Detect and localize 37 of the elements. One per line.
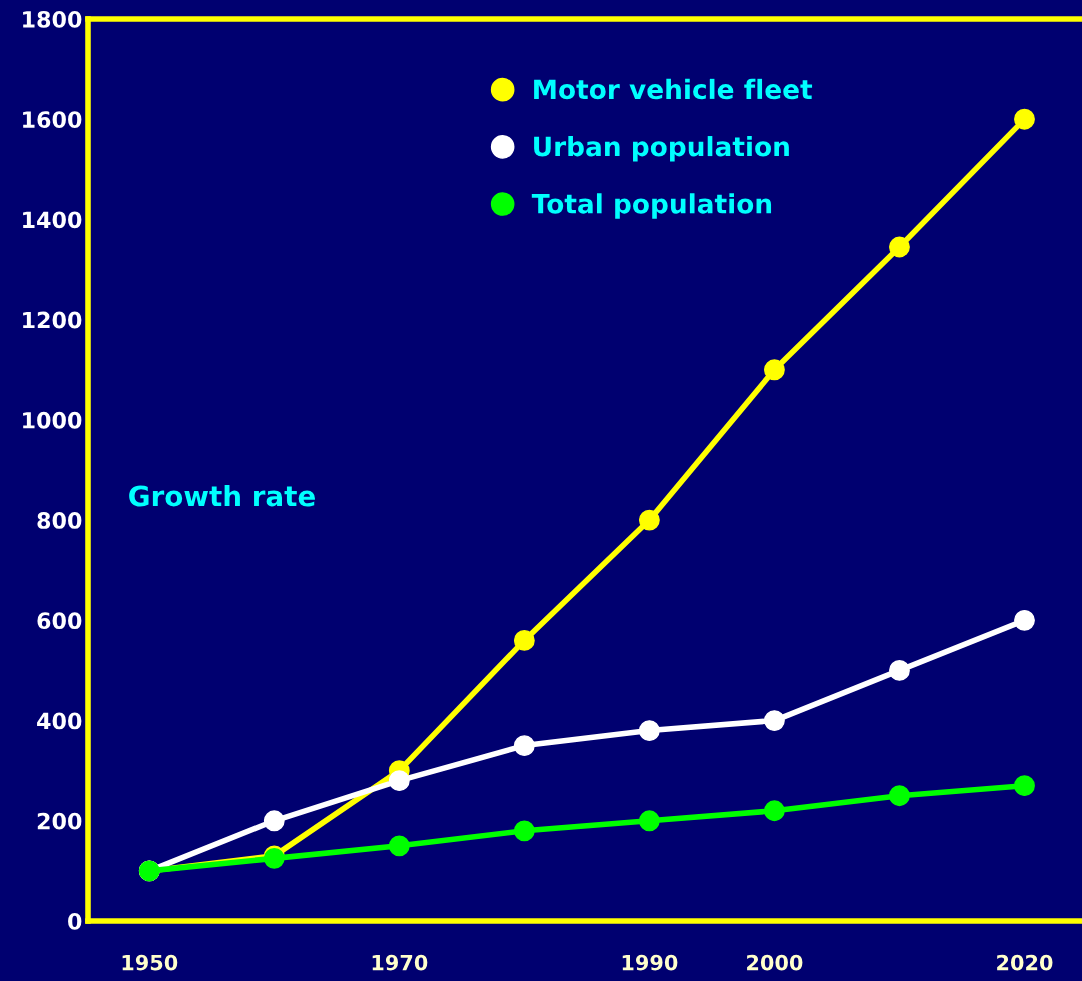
point	[764, 359, 785, 381]
y-tick-label: 1400	[23, 211, 82, 229]
point	[889, 660, 910, 681]
point	[513, 629, 535, 651]
x-tick-label: 1970	[372, 954, 428, 971]
x-tick-label: 2020	[997, 954, 1053, 971]
point	[889, 785, 910, 807]
y-tick-label: 1000	[23, 411, 82, 429]
point	[889, 236, 910, 258]
legend-label: Total population	[531, 193, 772, 219]
point	[513, 735, 535, 757]
annotation: Growth rate	[129, 484, 315, 507]
point	[1014, 775, 1035, 797]
y-tick-label: 0	[68, 912, 82, 930]
point	[638, 810, 660, 832]
point	[638, 720, 660, 741]
point	[638, 509, 660, 531]
y-tick-label: 1600	[23, 111, 82, 128]
y-tick-label: 600	[37, 612, 82, 630]
y-tick-label: 400	[37, 712, 82, 730]
point	[513, 820, 535, 842]
x-tick-label: 1950	[122, 954, 178, 971]
y-tick-label: 1200	[23, 311, 82, 329]
point	[764, 800, 785, 822]
x-tick-label: 1990	[622, 954, 678, 971]
legend-label: Urban population	[534, 136, 789, 162]
legend-label: Motor vehicle fleet	[534, 78, 813, 100]
point	[1014, 108, 1035, 130]
x-tick-label: 2000	[747, 954, 803, 971]
y-tick-label: 1800	[23, 10, 82, 28]
y-tick-label: 800	[37, 512, 82, 529]
y-tick-label: 200	[37, 812, 82, 830]
point	[1014, 609, 1035, 631]
point	[764, 710, 785, 731]
point	[388, 835, 410, 857]
point	[388, 770, 410, 792]
point	[263, 810, 285, 832]
